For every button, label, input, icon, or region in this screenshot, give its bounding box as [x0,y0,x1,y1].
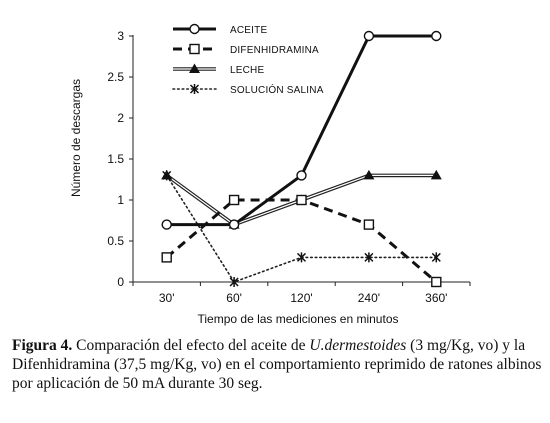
data-point-solucion-salina [364,252,374,263]
data-point-aceite [363,30,375,42]
y-tick-label: 2 [117,111,124,125]
caption-text-1: Comparación del efecto del aceite de [72,337,310,354]
legend-label-leche: LECHE [230,65,264,76]
data-point-aceite [431,30,442,42]
y-tick-label: 1.5 [107,152,124,166]
series-layer [161,30,442,288]
series-line-solucion-salina [165,174,438,283]
x-tick-label: 60' [226,291,242,305]
y-axis-title: Número de descargas [69,79,83,197]
x-tick-label: 360' [425,291,447,305]
data-point-aceite [161,219,172,230]
y-tick-label: 0 [117,275,124,289]
legend: ACEITE DIFENHIDRAMINA LECHE SOLUCIÓN SALINA [172,23,324,96]
data-point-difenhidramina [431,276,442,288]
data-point-leche [363,169,375,180]
legend-marker-solucion-salina [189,84,200,94]
legend-label-difenhidramina: DIFENHIDRAMINA [230,45,319,56]
x-tick-label: 30' [159,291,175,305]
legend-item-leche: LECHE [173,63,264,76]
x-tick-label: 120' [290,291,312,305]
data-point-difenhidramina [296,194,307,206]
legend-label-aceite: ACEITE [230,25,267,36]
x-tick-label: 240' [358,291,380,305]
caption-species: U.dermestoides [309,337,407,354]
y-tick-label: 3 [117,29,124,43]
data-point-difenhidramina [161,252,172,263]
y-tick-label: 1 [117,193,124,207]
data-point-difenhidramina [228,194,240,206]
figure-label: Figura 4. [12,337,73,354]
series-solucion-salina [162,170,441,287]
y-axis-ticks: 0 0.5 1 1.5 2 2.5 3 [107,29,133,289]
legend-item-difenhidramina: DIFENHIDRAMINA [173,43,319,56]
series-aceite [161,30,442,230]
data-point-solucion-salina [229,277,239,287]
data-point-aceite [296,170,307,181]
legend-item-aceite: ACEITE [173,23,267,36]
data-point-aceite [228,219,240,230]
legend-marker-difenhidramina [189,43,200,55]
figure-caption: Figura 4. Comparación del efecto del ace… [12,336,544,393]
x-axis-title: Tiempo de las mediciones en minutos [198,312,399,326]
y-tick-label: 0.5 [107,234,124,248]
data-point-difenhidramina [363,219,375,230]
y-tick-label: 2.5 [107,70,124,84]
data-point-leche [430,169,442,180]
x-axis-ticks: 30' 60' 120' 240' 360' [132,282,471,305]
series-difenhidramina [161,194,442,288]
caption-text-2: (3 mg/Kg, vo) y la Difenhidramina (37,5 … [12,337,542,392]
line-chart: 0 0.5 1 1.5 2 2.5 3 30' 60' 120' 240' 360' ACEITE D… [69,23,471,326]
data-point-leche [161,169,173,180]
legend-label-solucion-salina: SOLUCIÓN SALINA [230,83,324,96]
series-line-difenhidramina [165,198,438,284]
data-point-solucion-salina [296,252,307,263]
legend-marker-aceite [189,23,200,35]
legend-marker-leche [189,63,200,73]
legend-item-solucion-salina: SOLUCIÓN SALINA [172,83,324,96]
data-point-solucion-salina [431,252,441,263]
